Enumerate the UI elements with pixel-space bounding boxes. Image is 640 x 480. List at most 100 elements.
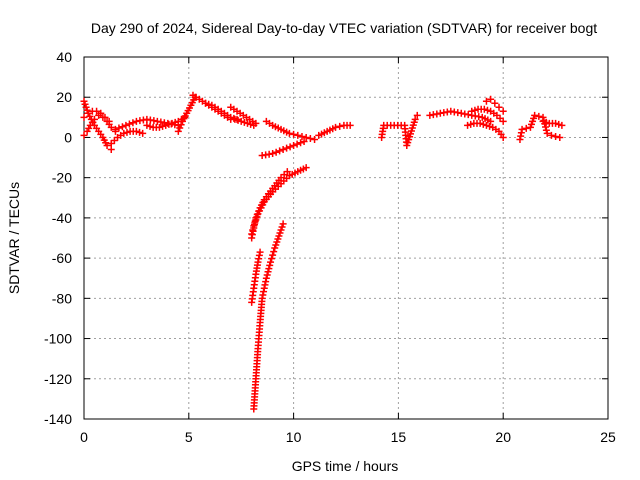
data-point [97,109,105,117]
data-point-interp [165,120,173,128]
data-point-interp [253,211,261,219]
data-point [556,133,564,141]
data-point [202,99,210,107]
data-point-interp [542,126,550,134]
data-point [143,121,151,129]
x-tick-label: 25 [600,429,616,445]
data-point-interp [234,116,242,124]
data-point-interp [270,248,278,256]
data-point [103,141,111,149]
data-point [346,121,354,129]
x-tick-label: 15 [391,429,407,445]
data-point-interp [336,122,344,130]
data-point-interp [263,271,271,279]
data-point [499,133,507,141]
data-point [139,129,147,137]
data-point-interp [471,106,479,114]
data-point [80,113,88,121]
x-tick-label: 10 [286,429,302,445]
data-point-interp [176,124,184,132]
y-tick-label: -100 [44,331,72,347]
data-point-interp [555,120,563,128]
data-point [411,115,419,123]
data-point [252,214,260,222]
data-point-interp [125,120,133,128]
data-marks [80,91,566,413]
data-point [495,103,503,111]
y-tick-label: 40 [56,49,72,65]
x-tick-label: 0 [80,429,88,445]
data-point [300,137,308,145]
data-point [269,150,277,158]
y-tick-label: 0 [64,129,72,145]
data-point-interp [240,118,248,126]
data-point-interp [467,120,475,128]
data-point-interp [230,114,238,122]
data-point [499,107,507,115]
tick-layer [83,56,609,420]
data-point [105,117,113,125]
data-point [174,127,182,135]
data-point [279,220,287,228]
data-point-interp [255,207,263,215]
data-point-interp [286,143,294,151]
x-axis-label: GPS time / hours [292,458,399,474]
data-point [476,119,484,127]
data-point [487,117,495,125]
data-point [518,125,526,133]
data-point [231,115,239,123]
data-point [464,121,472,129]
data-point [107,146,115,154]
data-point [90,115,98,123]
plot-frame [83,56,609,420]
y-tick-label: -80 [52,290,72,306]
data-point [487,95,495,103]
data-point-interp [265,265,273,273]
data-point [120,129,128,137]
data-point [482,121,490,129]
data-point-interp [306,134,314,142]
data-point-interp [159,122,167,130]
data-point-interp [290,130,298,138]
data-point [558,121,566,129]
data-point [267,258,275,266]
data-point-interp [123,128,131,136]
data-point [168,119,176,127]
y-tick-label: -40 [52,210,72,226]
data-point [262,274,270,282]
data-point [302,164,310,172]
data-point [482,97,490,105]
data-point-interp [115,124,123,132]
data-point [122,121,130,129]
data-point-interp [264,268,272,276]
data-point [547,131,555,139]
data-point [480,105,488,113]
data-point-interp [522,124,530,132]
data-point [256,248,264,256]
data-point-interp [136,128,144,136]
y-tick-label: -120 [44,371,72,387]
data-point-interp [146,122,154,130]
data-point [227,113,235,121]
data-point-interp [272,148,280,156]
data-point [80,131,88,139]
data-point-interp [297,139,305,147]
data-point-interp [268,255,276,263]
data-point [468,107,476,115]
y-tick-label: 20 [56,89,72,105]
data-point [111,125,119,133]
data-point [243,119,251,127]
data-point [332,123,340,131]
data-point-interp [276,147,284,155]
data-point-interp [177,121,185,129]
data-point [237,117,245,125]
data-point-interp [269,251,277,259]
data-point-interp [247,120,255,128]
data-point [101,113,109,121]
data-point [531,111,539,119]
data-point [311,135,319,143]
y-tick-label: -20 [52,170,72,186]
y-tick-label: -140 [44,411,72,427]
data-point [552,119,560,127]
